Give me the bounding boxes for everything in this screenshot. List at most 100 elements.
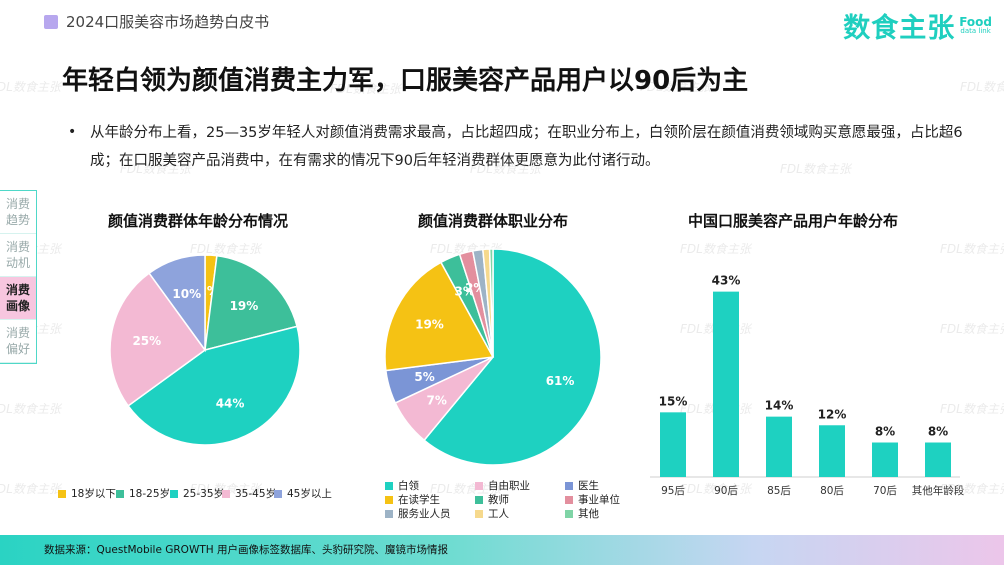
- age-pie-legend-item-4: 45岁以上: [274, 486, 332, 501]
- sidenav-item-0[interactable]: 消费 趋势: [0, 191, 36, 234]
- occupation-pie-legend-swatch-7: [475, 509, 483, 518]
- occupation-pie-legend-swatch-5: [565, 495, 573, 504]
- bar-category-label-4: 70后: [873, 485, 897, 497]
- bar-value-label-3: 12%: [818, 407, 847, 421]
- age-pie-legend-item-1: 18-25岁: [116, 486, 170, 501]
- header-square-icon: [44, 14, 58, 29]
- occupation-pie-legend-item-5: 事业单位: [565, 492, 620, 507]
- occupation-pie-legend-swatch-2: [565, 481, 573, 490]
- watermark-21: FDL数食主张: [940, 402, 1004, 416]
- age-pie-legend-label-4: 45岁以上: [287, 488, 332, 500]
- age-pie-legend-swatch-4: [274, 489, 282, 498]
- logo-badge-top: Food: [959, 15, 992, 29]
- age-pie-legend-label-3: 35-45岁: [235, 488, 277, 500]
- watermark-11: FDL数食主张: [940, 242, 1004, 256]
- age-pie-label-4: 10%: [172, 287, 201, 301]
- occupation-pie-legend-label-6: 服务业人员: [398, 508, 451, 520]
- watermark-8: FDL数食主张: [190, 242, 261, 256]
- bar-category-label-1: 90后: [714, 485, 738, 497]
- age-pie-slice-3: [109, 272, 207, 407]
- age-pie-legend-label-0: 18岁以下: [71, 488, 116, 500]
- age-pie-label-3: 25%: [132, 334, 161, 348]
- side-navigation: 消费 趋势 消费 动机 消费 画像 消费 偏好: [0, 190, 37, 364]
- watermark-22: FDL数食主张: [0, 482, 61, 496]
- watermark-3: FDL数食主张: [470, 162, 541, 176]
- bar-0: [660, 412, 686, 477]
- watermark-6: FDL数食主张: [960, 80, 1004, 94]
- occupation-pie-label-2: 5%: [414, 370, 434, 384]
- occupation-pie-legend-item-4: 教师: [475, 492, 509, 507]
- occupation-pie-legend-label-3: 在读学生: [398, 494, 440, 506]
- age-pie-legend-item-3: 35-45岁: [222, 486, 276, 501]
- chart2-title: 颜值消费群体职业分布: [418, 212, 569, 230]
- age-pie-legend-swatch-2: [170, 489, 178, 498]
- occupation-pie-legend-label-1: 自由职业: [488, 480, 530, 492]
- report-name: 2024口服美容市场趋势白皮书: [66, 13, 270, 31]
- bar-value-label-0: 15%: [659, 394, 688, 408]
- watermark-23: FDL数食主张: [190, 480, 261, 497]
- logo-badge: Food data link: [959, 16, 992, 35]
- occupation-pie-legend-label-0: 白领: [398, 480, 419, 492]
- watermark-2: FDL数食主张: [330, 82, 401, 96]
- occupation-pie-legend-item-8: 其他: [565, 506, 599, 521]
- watermark-26: FDL数食主张: [940, 482, 1004, 496]
- occupation-pie-legend-swatch-0: [385, 481, 393, 490]
- occupation-pie-legend-item-3: 在读学生: [385, 492, 440, 507]
- age-pie-legend-swatch-1: [116, 489, 124, 498]
- watermark-0: FDL数食主张: [0, 80, 61, 94]
- occupation-pie-legend-item-2: 医生: [565, 478, 599, 493]
- watermark-1: FDL数食主张: [120, 162, 191, 176]
- bar-2: [766, 416, 792, 477]
- bar-category-label-2: 85后: [767, 485, 791, 497]
- bar-5: [925, 442, 951, 477]
- logo-badge-bottom: data link: [960, 27, 991, 35]
- age-pie-legend-label-1: 18-25岁: [129, 488, 171, 500]
- occupation-pie-legend-item-7: 工人: [475, 506, 509, 521]
- occupation-pie-legend-label-8: 其他: [578, 508, 599, 520]
- occupation-pie-chart: 61%7%5%19%3%2%: [384, 248, 602, 465]
- chart3-title: 中国口服美容产品用户年龄分布: [688, 212, 899, 230]
- bar-3: [819, 425, 845, 477]
- occupation-pie-legend-swatch-8: [565, 509, 573, 518]
- data-source: 数据来源：QuestMobile GROWTH 用户画像标签数据库、头豹研究院、…: [44, 544, 448, 556]
- occupation-pie-legend-label-4: 教师: [488, 494, 509, 506]
- watermark-10: FDL数食主张: [680, 242, 751, 256]
- occupation-pie-legend-swatch-6: [385, 509, 393, 518]
- occupation-pie-slice-0: [423, 248, 602, 465]
- sidenav-item-1[interactable]: 消费 动机: [0, 234, 36, 277]
- summary-text: 从年龄分布上看，25—35岁年轻人对颜值消费需求最高，占比超四成；在职业分布上，…: [90, 125, 963, 169]
- bar-value-label-2: 14%: [765, 399, 794, 413]
- bar-4: [872, 442, 898, 477]
- sidenav-item-3[interactable]: 消费 偏好: [0, 320, 36, 363]
- watermark-24: FDL数食主张: [430, 482, 501, 496]
- age-pie-label-1: 19%: [230, 299, 259, 313]
- bar-1: [713, 291, 739, 477]
- bar-value-label-4: 8%: [875, 425, 895, 439]
- occupation-pie-label-0: 61%: [546, 374, 575, 388]
- footer-bar: 数据来源：QuestMobile GROWTH 用户画像标签数据库、头豹研究院、…: [0, 535, 1004, 565]
- age-pie-legend-item-2: 25-35岁: [170, 486, 224, 501]
- bar-category-label-3: 80后: [820, 485, 844, 497]
- occupation-pie-legend-swatch-4: [475, 495, 483, 504]
- age-pie-label-2: 44%: [216, 396, 245, 410]
- bar-value-label-1: 43%: [712, 274, 741, 288]
- age-pie-legend-label-2: 25-35岁: [183, 488, 225, 500]
- age-pie-slice-4: [148, 254, 206, 353]
- report-header: 2024口服美容市场趋势白皮书: [44, 11, 269, 32]
- age-pie-slice-2: [127, 325, 301, 446]
- occupation-pie-legend-item-6: 服务业人员: [385, 506, 451, 521]
- sidenav-item-2[interactable]: 消费 画像: [0, 277, 36, 320]
- bullet-dot-icon: •: [68, 124, 77, 140]
- brand-logo: 数食主张 Food data link: [843, 6, 992, 45]
- chart1-title: 颜值消费群体年龄分布情况: [108, 212, 289, 230]
- watermark-4: FDL数食主张: [640, 80, 711, 94]
- logo-text: 数食主张: [843, 13, 956, 44]
- bar-value-label-5: 8%: [928, 425, 948, 439]
- occupation-pie-slice-8: [488, 248, 494, 358]
- age-pie-legend-swatch-3: [222, 489, 230, 498]
- occupation-pie-legend-label-7: 工人: [488, 508, 509, 520]
- occupation-pie-legend-item-1: 自由职业: [475, 478, 530, 493]
- bar-category-label-5: 其他年龄段: [912, 484, 965, 497]
- user-age-bar-chart: 15% 95后 43% 90后 14% 85后 12% 80后 8% 70后 8% 其他年龄段: [650, 274, 965, 497]
- occupation-pie-label-1: 7%: [426, 394, 446, 408]
